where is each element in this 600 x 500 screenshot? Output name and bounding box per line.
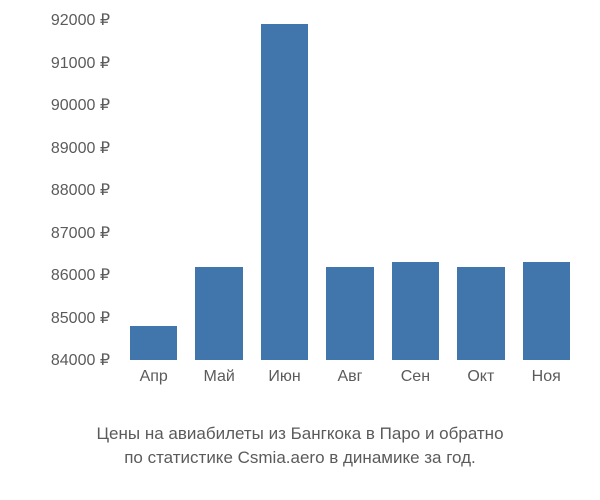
y-axis: 84000 ₽85000 ₽86000 ₽87000 ₽88000 ₽89000… bbox=[20, 20, 120, 360]
bar bbox=[195, 267, 242, 361]
bar bbox=[523, 262, 570, 360]
caption-line-1: Цены на авиабилеты из Бангкока в Паро и … bbox=[96, 424, 503, 443]
y-tick-label: 89000 ₽ bbox=[51, 138, 110, 158]
x-tick-label: Сен bbox=[392, 368, 439, 386]
x-tick-label: Авг bbox=[326, 368, 373, 386]
caption-line-2: по статистике Csmia.aero в динамике за г… bbox=[124, 448, 476, 467]
y-tick-label: 85000 ₽ bbox=[51, 308, 110, 328]
bar bbox=[326, 267, 373, 361]
bar bbox=[392, 262, 439, 360]
x-tick-label: Июн bbox=[261, 368, 308, 386]
bars-group bbox=[120, 20, 580, 360]
chart-caption: Цены на авиабилеты из Бангкока в Паро и … bbox=[0, 422, 600, 470]
y-tick-label: 92000 ₽ bbox=[51, 10, 110, 30]
x-axis: Апр Май Июн Авг Сен Окт Ноя bbox=[120, 368, 580, 386]
x-tick-label: Апр bbox=[130, 368, 177, 386]
x-tick-label: Ноя bbox=[523, 368, 570, 386]
price-chart: 84000 ₽ 85000 ₽ 86000 ₽ 87000 ₽ 88000 ₽ 89000… bbox=[20, 20, 580, 400]
y-tick-label: 84000 ₽ bbox=[51, 350, 110, 370]
bar bbox=[457, 267, 504, 361]
y-tick-label: 88000 ₽ bbox=[51, 180, 110, 200]
y-tick-label: 90000 ₽ bbox=[51, 95, 110, 115]
bar bbox=[130, 326, 177, 360]
x-tick-label: Май bbox=[195, 368, 242, 386]
y-tick-label: 87000 ₽ bbox=[51, 223, 110, 243]
y-tick-label: 91000 ₽ bbox=[51, 53, 110, 73]
plot-area bbox=[120, 20, 580, 360]
bar bbox=[261, 24, 308, 360]
x-tick-label: Окт bbox=[457, 368, 504, 386]
y-tick-label: 86000 ₽ bbox=[51, 265, 110, 285]
